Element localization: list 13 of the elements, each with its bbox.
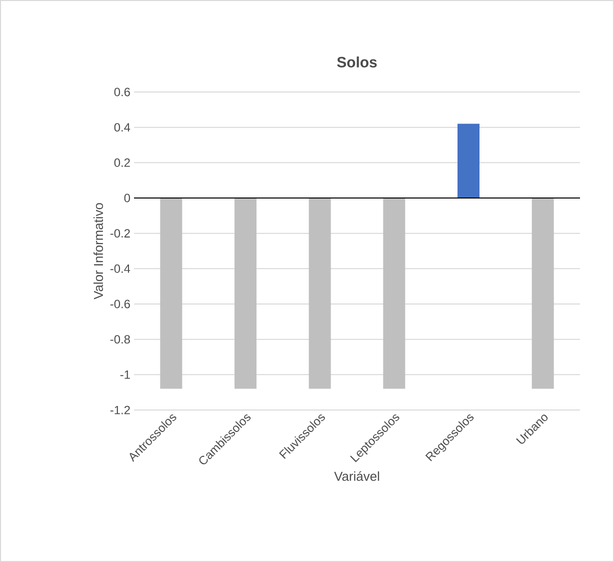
y-tick-label: -0.4 bbox=[110, 264, 130, 273]
y-tick-label: -0.2 bbox=[110, 229, 130, 238]
y-axis-title: Valor Informativo bbox=[94, 203, 104, 300]
y-tick-label: -0.6 bbox=[110, 300, 130, 308]
y-tick-label: -0.8 bbox=[110, 335, 130, 344]
x-axis-title: Variável bbox=[334, 471, 380, 481]
y-tick-label: -1 bbox=[120, 370, 130, 379]
y-tick-label: 0.6 bbox=[114, 88, 130, 96]
y-tick-label: 0 bbox=[124, 194, 130, 202]
chart-title: Solos bbox=[337, 56, 377, 68]
y-tick-label: -1.2 bbox=[110, 406, 130, 414]
y-tick-label: 0.2 bbox=[114, 158, 130, 167]
y-tick-label: 0.4 bbox=[114, 123, 130, 132]
